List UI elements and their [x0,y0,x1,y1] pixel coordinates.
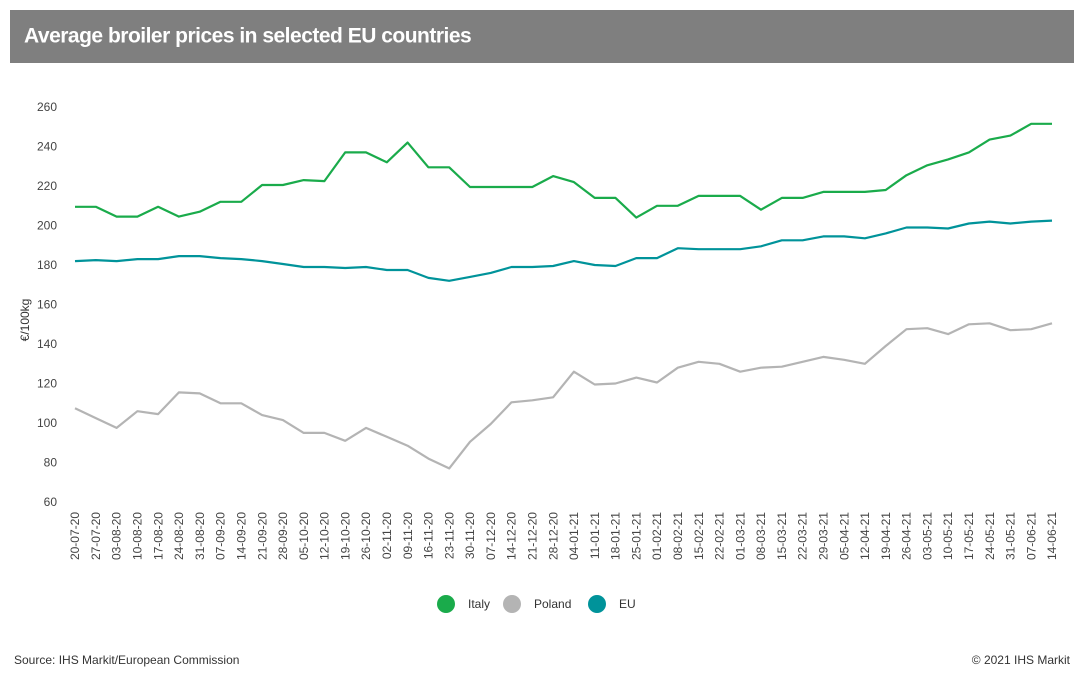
y-axis-label: €/100kg [18,299,32,342]
y-tick-label: 60 [44,495,58,509]
x-tick-label: 02-11-20 [380,512,394,559]
series-line [74,322,1053,470]
x-tick-label: 25-01-21 [629,512,643,560]
x-tick-label: 01-03-21 [733,512,747,560]
x-tick-label: 15-03-21 [775,512,789,560]
copyright: © 2021 IHS Markit [972,653,1071,667]
x-tick-label: 04-01-21 [567,512,581,560]
x-tick-label: 31-08-20 [193,512,207,560]
y-tick-label: 120 [37,377,57,391]
x-tick-label: 08-03-21 [754,512,768,560]
x-tick-label: 17-08-20 [151,512,165,560]
x-tick-label: 24-05-21 [983,512,997,560]
x-tick-label: 14-12-20 [505,512,519,560]
x-tick-label: 07-09-20 [214,512,228,560]
x-tick-label: 12-04-21 [858,512,872,560]
x-tick-label: 30-11-20 [463,512,477,559]
x-tick-label: 15-02-21 [692,512,706,560]
legend-label: Italy [468,597,490,611]
source: Source: IHS Markit/European Commission [14,653,239,667]
x-tick-label: 16-11-20 [422,512,436,559]
x-tick-label: 22-02-21 [713,512,727,560]
x-tick-label: 20-07-20 [68,512,82,560]
x-tick-label: 21-12-20 [525,512,539,560]
header-bar [10,10,1074,63]
y-tick-label: 180 [37,258,57,272]
x-tick-label: 03-08-20 [110,512,124,560]
x-tick-label: 26-04-21 [900,512,914,560]
y-tick-label: 260 [37,100,57,114]
y-tick-label: 200 [37,219,57,233]
x-tick-label: 19-04-21 [879,512,893,560]
legend-label: EU [619,597,636,611]
x-tick-label: 22-03-21 [796,512,810,560]
x-tick-label: 23-11-20 [442,512,456,559]
x-tick-label: 18-01-21 [609,512,623,560]
y-tick-label: 220 [37,179,57,193]
x-tick-label: 26-10-20 [359,512,373,560]
y-tick-label: 160 [37,298,57,312]
y-tick-label: 80 [44,456,58,470]
x-tick-label: 12-10-20 [318,512,332,560]
x-tick-label: 07-06-21 [1024,512,1038,560]
x-tick-label: 31-05-21 [1004,512,1018,560]
x-tick-label: 09-11-20 [401,512,415,559]
x-tick-label: 21-09-20 [255,512,269,560]
legend-label: Poland [534,597,571,611]
x-tick-label: 14-09-20 [234,512,248,560]
x-tick-label: 24-08-20 [172,512,186,560]
x-tick-label: 05-10-20 [297,512,311,560]
x-tick-label: 01-02-21 [650,512,664,560]
series-line [74,219,1053,282]
legend-marker [588,595,606,613]
x-tick-label: 27-07-20 [89,512,103,560]
x-tick-label: 17-05-21 [962,512,976,560]
chart-title: Average broiler prices in selected EU co… [24,25,471,48]
x-tick-label: 28-12-20 [546,512,560,560]
x-tick-label: 10-08-20 [131,512,145,560]
x-tick-label: 05-04-21 [837,512,851,560]
x-tick-label: 08-02-21 [671,512,685,560]
x-tick-label: 11-01-21 [588,512,602,559]
x-tick-label: 03-05-21 [920,512,934,560]
x-tick-label: 19-10-20 [338,512,352,560]
series-line [75,122,1052,219]
x-tick-label: 14-06-21 [1045,512,1059,560]
y-tick-label: 140 [37,337,57,351]
x-tick-label: 07-12-20 [484,512,498,560]
x-tick-label: 29-03-21 [817,512,831,560]
legend-marker [437,595,455,613]
x-tick-label: 28-09-20 [276,512,290,560]
x-tick-label: 10-05-21 [941,512,955,560]
y-tick-label: 100 [37,416,57,430]
y-tick-label: 240 [37,140,57,154]
legend-marker [503,595,521,613]
